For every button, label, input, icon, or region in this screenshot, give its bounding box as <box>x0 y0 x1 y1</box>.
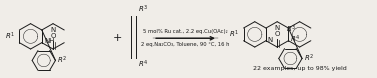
Text: N: N <box>274 25 280 31</box>
Text: +: + <box>113 33 122 43</box>
Text: $R^1$: $R^1$ <box>229 29 239 40</box>
Text: $R^4$: $R^4$ <box>138 59 149 70</box>
Text: $R^4$: $R^4$ <box>290 34 300 45</box>
Text: NH: NH <box>45 38 55 44</box>
Text: $R^3$: $R^3$ <box>138 4 148 15</box>
Text: $R^2$: $R^2$ <box>57 55 67 66</box>
Text: $R^1$: $R^1$ <box>5 31 15 42</box>
Text: $R^3$: $R^3$ <box>286 24 296 35</box>
Text: 2 eq.Na₂CO₃, Toluene, 90 °C, 16 h: 2 eq.Na₂CO₃, Toluene, 90 °C, 16 h <box>141 42 230 47</box>
Text: N: N <box>51 27 56 33</box>
Text: $R^2$: $R^2$ <box>304 53 314 64</box>
Text: O: O <box>274 31 280 37</box>
Text: O: O <box>51 33 56 39</box>
Text: 5 mol% Ru cat., 2.2 eq.Cu(OAc)₂: 5 mol% Ru cat., 2.2 eq.Cu(OAc)₂ <box>143 29 228 34</box>
Text: N: N <box>267 37 272 43</box>
Text: 22 examples, up to 98% yield: 22 examples, up to 98% yield <box>253 66 346 71</box>
